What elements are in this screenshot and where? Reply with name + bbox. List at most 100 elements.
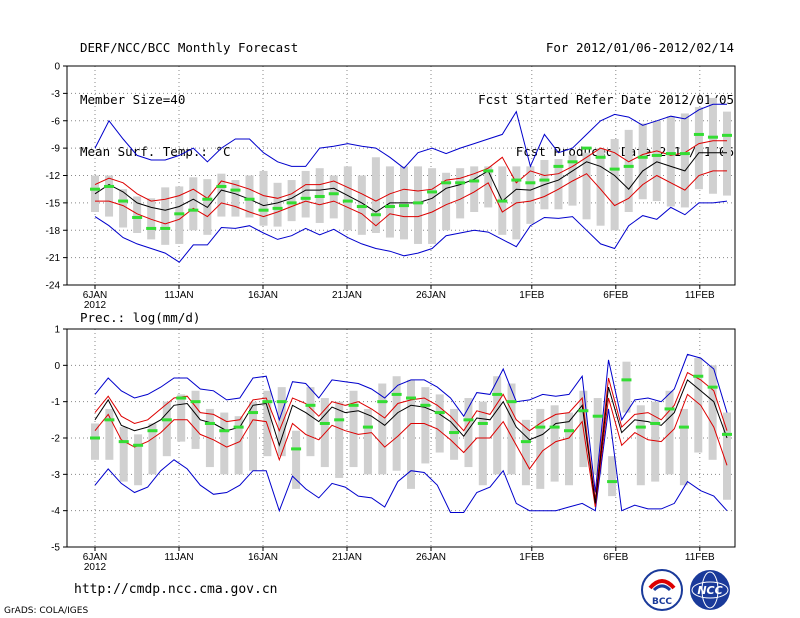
member-spread-bar — [177, 394, 186, 442]
median-marker — [147, 429, 158, 433]
median-marker — [678, 425, 689, 429]
median-marker — [553, 164, 564, 168]
median-marker — [161, 418, 172, 422]
member-spread-bar — [610, 139, 619, 231]
median-marker — [384, 205, 395, 209]
x-tick-label: 26JAN — [416, 290, 446, 301]
median-marker — [623, 164, 634, 168]
median-marker — [356, 205, 367, 209]
y-tick-label: -3 — [51, 89, 60, 100]
median-marker — [272, 206, 283, 210]
median-marker — [664, 407, 675, 411]
median-marker — [118, 199, 129, 203]
member-spread-bar — [665, 390, 674, 475]
member-spread-bar — [343, 166, 352, 231]
ncc-logo-text: NCC — [697, 584, 722, 597]
median-marker — [506, 400, 517, 404]
member-spread-bar — [484, 166, 493, 208]
median-marker — [204, 421, 215, 425]
member-spread-bar — [414, 166, 423, 244]
median-marker — [291, 447, 302, 451]
member-spread-bar — [249, 401, 257, 471]
median-marker — [592, 414, 603, 418]
median-marker — [233, 425, 244, 429]
x-year-label: 2012 — [84, 300, 107, 311]
member-spread-bar — [596, 148, 605, 226]
median-marker — [483, 169, 494, 173]
member-spread-bar — [478, 401, 487, 486]
median-marker — [90, 187, 100, 191]
series-max-line — [94, 353, 728, 493]
x-tick-label: 6FEB — [603, 552, 628, 563]
footer-url[interactable]: http://cmdp.ncc.cma.gov.cn — [74, 582, 278, 597]
series-mean-line — [94, 152, 727, 213]
median-marker — [334, 418, 345, 422]
member-spread-bar — [133, 196, 142, 233]
median-marker — [707, 135, 718, 139]
median-marker — [722, 133, 732, 137]
y-tick-label: -9 — [51, 144, 60, 155]
y-tick-label: -18 — [46, 226, 61, 237]
member-spread-bar — [442, 172, 451, 231]
member-spread-bar — [708, 365, 717, 460]
median-marker — [377, 400, 388, 404]
member-spread-bar — [385, 166, 394, 238]
member-spread-bar — [231, 180, 240, 217]
y-tick-label: 0 — [54, 361, 60, 372]
y-tick-label: -12 — [46, 171, 61, 182]
member-spread-bar — [277, 387, 286, 457]
median-marker — [564, 429, 574, 433]
member-spread-bar — [161, 187, 170, 245]
median-marker — [635, 425, 646, 429]
member-spread-bar — [493, 376, 502, 475]
member-spread-bar — [428, 168, 437, 244]
x-tick-label: 1FEB — [519, 552, 544, 563]
median-marker — [160, 226, 171, 230]
member-spread-bar — [105, 408, 114, 460]
median-marker — [248, 411, 258, 415]
y-tick-label: -6 — [51, 116, 60, 127]
member-spread-bar — [273, 182, 282, 227]
median-marker — [511, 178, 522, 182]
member-spread-bar — [694, 107, 703, 190]
median-marker — [549, 425, 560, 429]
median-marker — [539, 178, 550, 182]
y-tick-label: 1 — [54, 325, 60, 336]
panel-title: Prec.: log(mm/d) — [80, 310, 200, 325]
median-marker — [118, 440, 129, 444]
series-mean-line — [94, 379, 728, 504]
median-marker — [276, 400, 287, 404]
member-spread-bar — [259, 170, 268, 226]
member-spread-bar — [456, 168, 465, 219]
median-marker — [146, 226, 157, 230]
member-spread-bar — [378, 383, 387, 475]
median-marker — [216, 184, 227, 188]
member-spread-bar — [191, 390, 200, 449]
median-marker — [176, 396, 187, 400]
member-spread-bar — [608, 456, 617, 497]
median-marker — [370, 213, 381, 217]
median-marker — [133, 443, 144, 447]
x-tick-label: 11FEB — [685, 552, 715, 563]
median-marker — [305, 403, 316, 407]
x-tick-label: 11FEB — [685, 290, 715, 301]
member-spread-bar — [507, 383, 516, 475]
median-marker — [314, 194, 325, 198]
x-tick-label: 21JAN — [332, 552, 362, 563]
median-marker — [219, 429, 230, 433]
member-spread-bar — [708, 97, 717, 194]
y-tick-label: 0 — [54, 62, 60, 73]
member-spread-bar — [680, 113, 689, 208]
member-spread-bar — [287, 180, 296, 222]
member-spread-bar — [119, 427, 128, 482]
median-marker — [477, 421, 488, 425]
median-marker — [286, 201, 297, 205]
member-spread-bar — [217, 173, 226, 217]
x-year-label: 2012 — [84, 562, 107, 573]
median-marker — [525, 181, 536, 185]
median-marker — [300, 196, 311, 200]
grads-credit: GrADS: COLA/IGES — [4, 606, 89, 616]
y-tick-label: -1 — [51, 397, 60, 408]
median-marker — [578, 409, 589, 413]
